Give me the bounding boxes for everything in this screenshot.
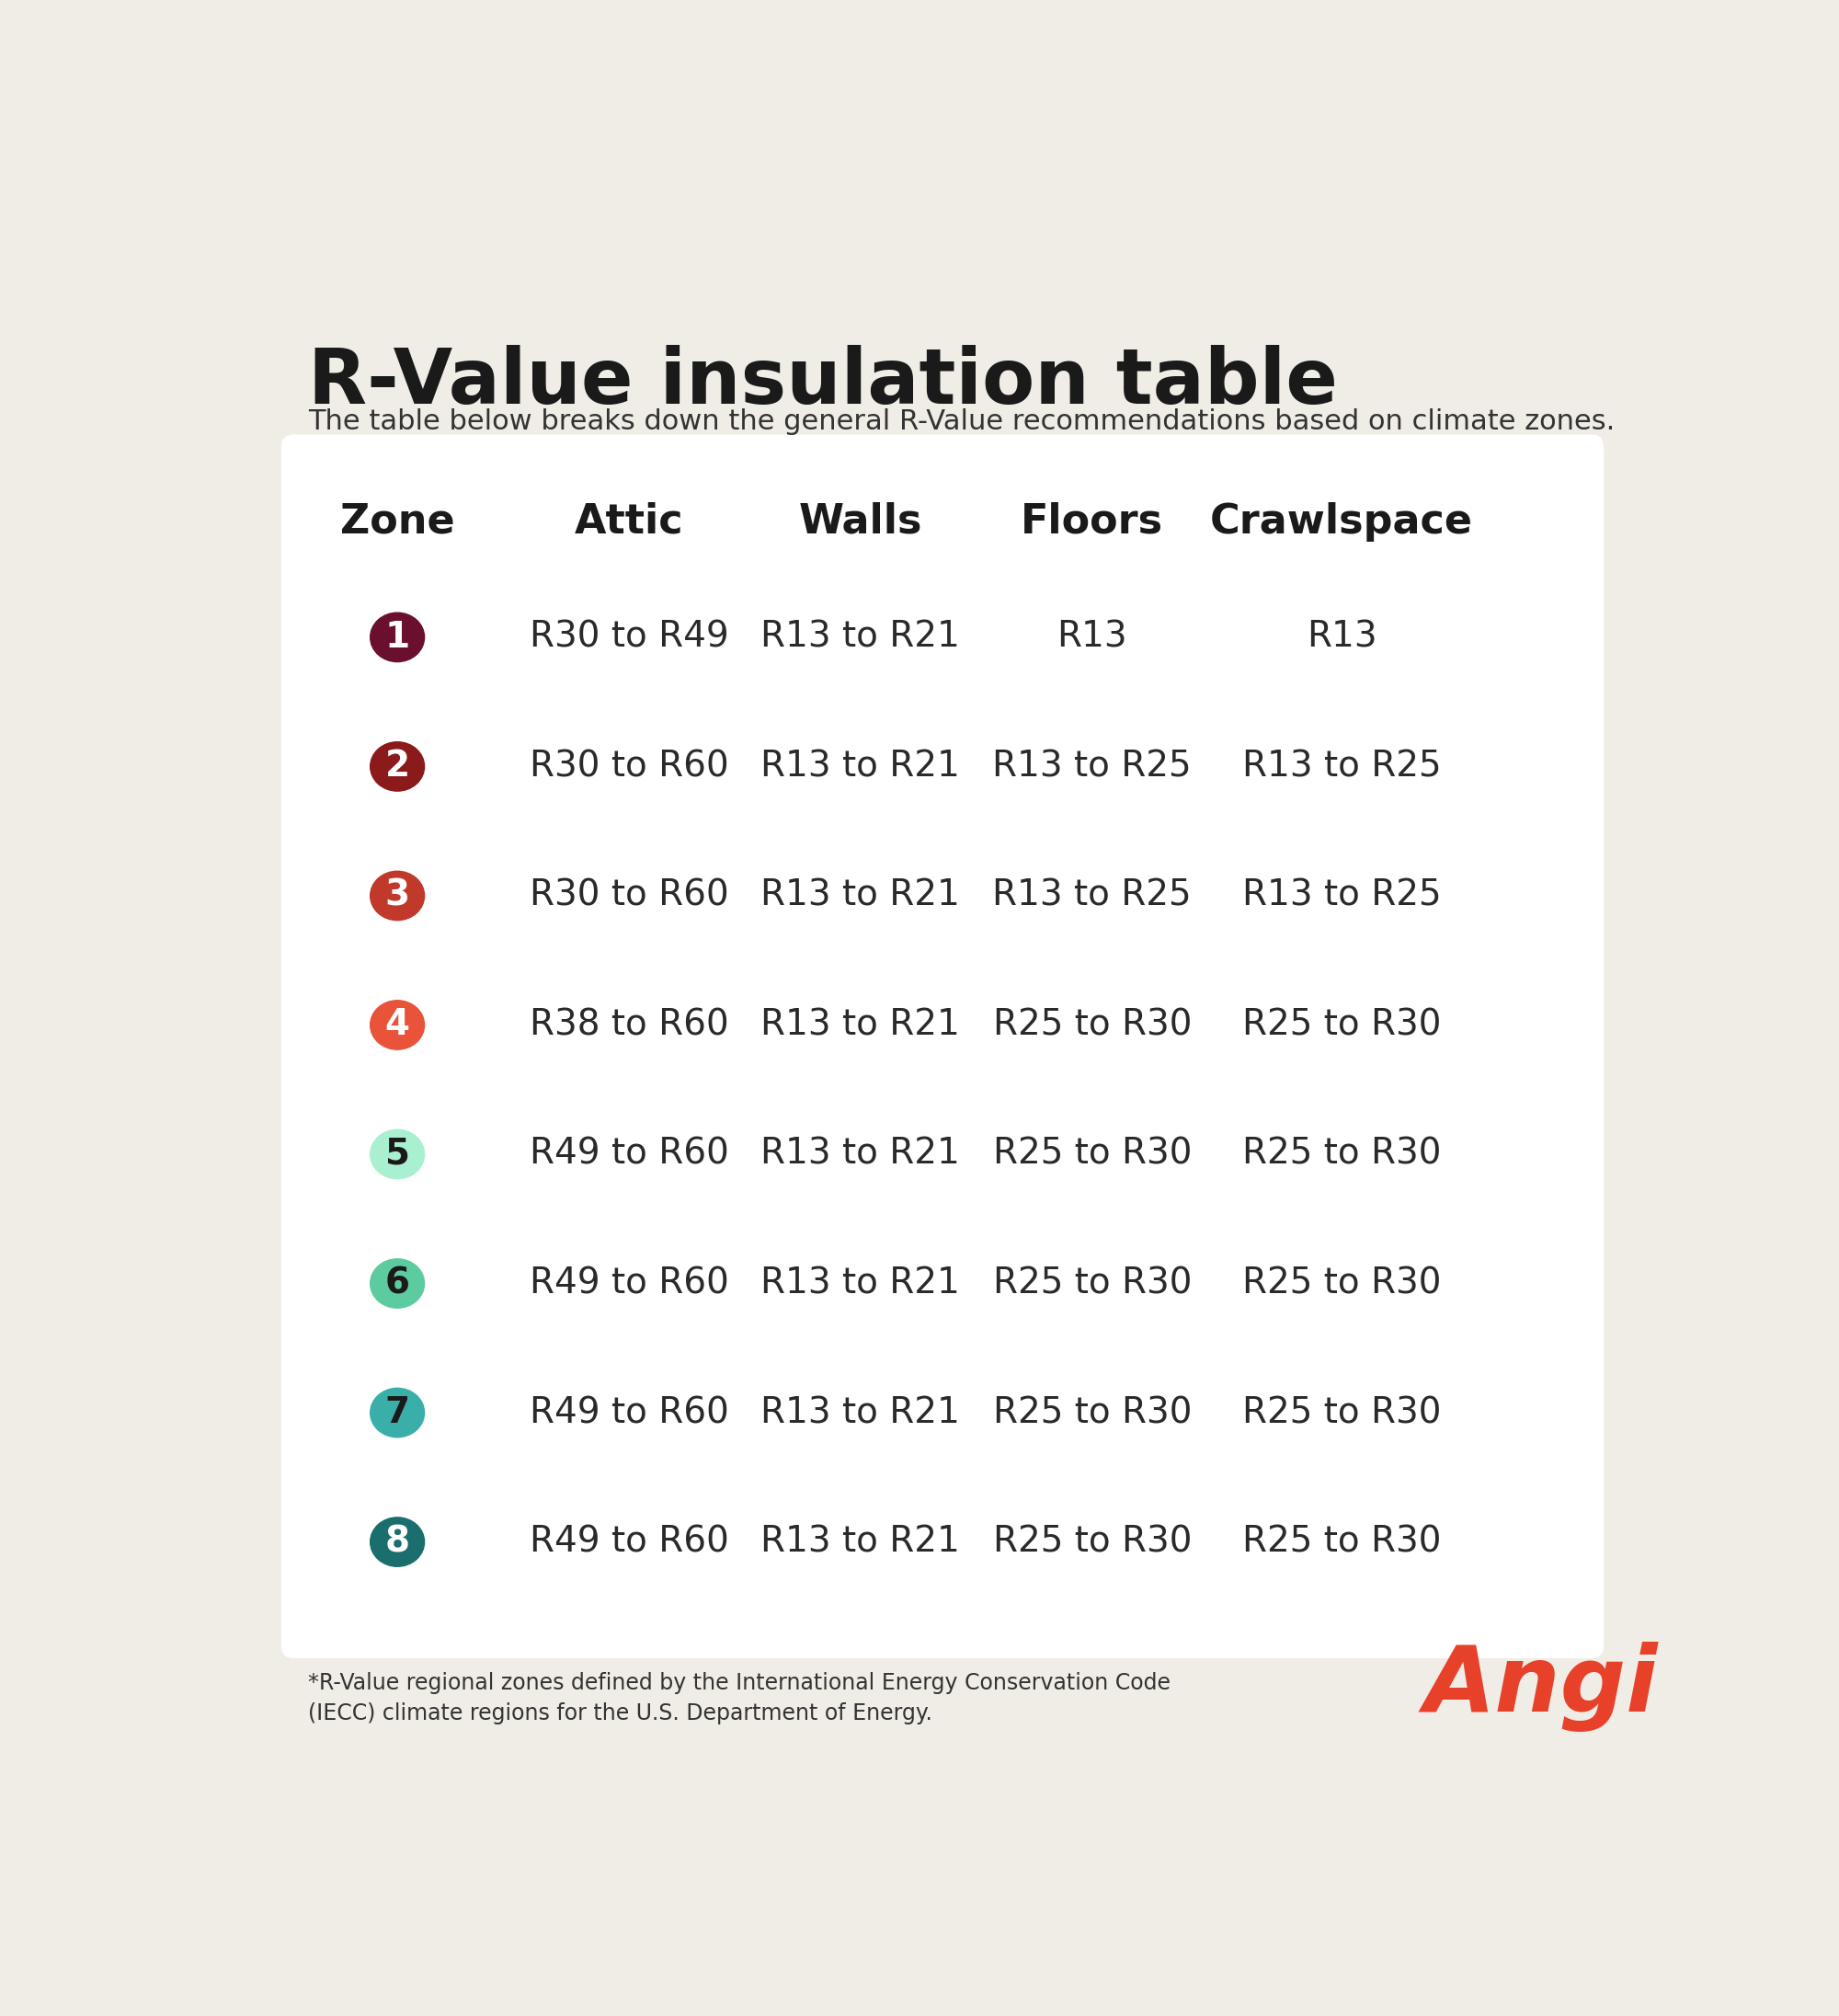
Text: Attic: Attic [574, 502, 684, 542]
Text: (IECC) climate regions for the U.S. Department of Energy.: (IECC) climate regions for the U.S. Depa… [309, 1702, 932, 1724]
Ellipse shape [370, 742, 425, 790]
Text: R25 to R30: R25 to R30 [993, 1524, 1192, 1560]
Text: R-Value insulation table: R-Value insulation table [309, 345, 1339, 419]
Text: 6: 6 [384, 1266, 410, 1300]
Text: R13 to R25: R13 to R25 [993, 750, 1192, 784]
Text: Walls: Walls [798, 502, 923, 542]
Text: R25 to R30: R25 to R30 [1241, 1137, 1442, 1171]
Ellipse shape [370, 1129, 425, 1179]
Text: R30 to R49: R30 to R49 [530, 619, 728, 655]
Text: R13 to R21: R13 to R21 [761, 1524, 960, 1560]
Text: R13 to R21: R13 to R21 [761, 1395, 960, 1429]
Text: R25 to R30: R25 to R30 [1241, 1008, 1442, 1042]
Text: The table below breaks down the general R-Value recommendations based on climate: The table below breaks down the general … [309, 409, 1615, 435]
Text: R13 to R21: R13 to R21 [761, 1137, 960, 1171]
Text: R13 to R25: R13 to R25 [1241, 879, 1442, 913]
Text: R13 to R25: R13 to R25 [1241, 750, 1442, 784]
Text: *R-Value regional zones defined by the International Energy Conservation Code: *R-Value regional zones defined by the I… [309, 1673, 1171, 1695]
FancyBboxPatch shape [281, 435, 1604, 1659]
Ellipse shape [370, 1258, 425, 1308]
Ellipse shape [370, 613, 425, 661]
Text: 5: 5 [384, 1137, 410, 1171]
Text: 2: 2 [384, 750, 410, 784]
Text: 4: 4 [384, 1008, 410, 1042]
Text: Crawlspace: Crawlspace [1210, 502, 1473, 542]
Text: R25 to R30: R25 to R30 [993, 1266, 1192, 1300]
Text: 8: 8 [384, 1524, 410, 1560]
Text: R13 to R25: R13 to R25 [993, 879, 1192, 913]
Text: R49 to R60: R49 to R60 [530, 1266, 728, 1300]
Text: 1: 1 [384, 619, 410, 655]
Text: R30 to R60: R30 to R60 [530, 750, 728, 784]
Text: R25 to R30: R25 to R30 [993, 1395, 1192, 1429]
Text: Angi: Angi [1423, 1641, 1659, 1732]
Text: Floors: Floors [1021, 502, 1164, 542]
Text: R13 to R21: R13 to R21 [761, 879, 960, 913]
Text: R38 to R60: R38 to R60 [530, 1008, 728, 1042]
Text: 7: 7 [384, 1395, 410, 1429]
Text: R25 to R30: R25 to R30 [993, 1137, 1192, 1171]
Text: R13: R13 [1306, 619, 1377, 655]
Text: R13 to R21: R13 to R21 [761, 619, 960, 655]
Ellipse shape [370, 1000, 425, 1050]
Text: R13: R13 [1057, 619, 1127, 655]
Text: Zone: Zone [340, 502, 454, 542]
Text: R13 to R21: R13 to R21 [761, 1266, 960, 1300]
Ellipse shape [370, 1518, 425, 1566]
Text: R13 to R21: R13 to R21 [761, 1008, 960, 1042]
Text: R13 to R21: R13 to R21 [761, 750, 960, 784]
Ellipse shape [370, 871, 425, 919]
Ellipse shape [370, 1389, 425, 1437]
Text: R25 to R30: R25 to R30 [1241, 1395, 1442, 1429]
Text: R25 to R30: R25 to R30 [993, 1008, 1192, 1042]
Text: R49 to R60: R49 to R60 [530, 1137, 728, 1171]
Text: R25 to R30: R25 to R30 [1241, 1266, 1442, 1300]
Text: R25 to R30: R25 to R30 [1241, 1524, 1442, 1560]
Text: 3: 3 [384, 879, 410, 913]
Text: R49 to R60: R49 to R60 [530, 1395, 728, 1429]
Text: R30 to R60: R30 to R60 [530, 879, 728, 913]
Text: R49 to R60: R49 to R60 [530, 1524, 728, 1560]
